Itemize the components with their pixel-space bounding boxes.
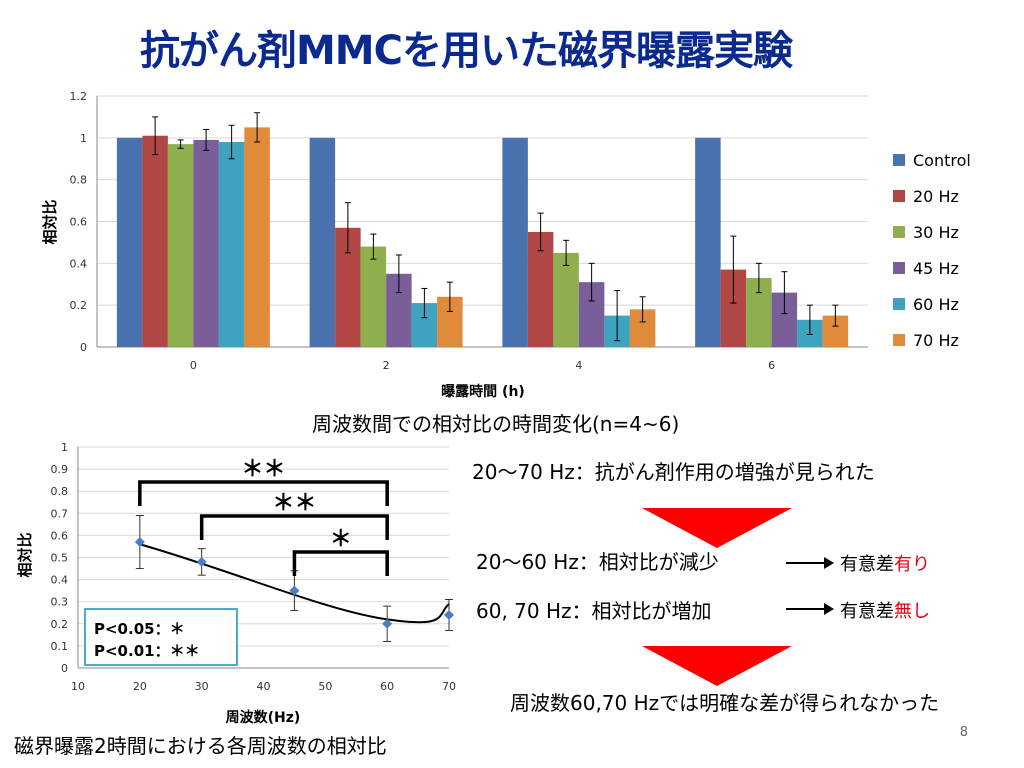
y-axis-label: 相対比 bbox=[41, 199, 59, 244]
y-tick-label: 0.8 bbox=[70, 174, 88, 187]
legend-swatch bbox=[893, 226, 905, 238]
legend-swatch bbox=[893, 334, 905, 346]
significance-bracket bbox=[199, 514, 389, 540]
statement-decrease: 20〜60 Hz：相対比が減少 bbox=[476, 550, 719, 574]
y-tick-label: 0.2 bbox=[70, 299, 88, 312]
y-tick-label: 0.7 bbox=[51, 507, 69, 520]
y-tick-label: 0.1 bbox=[51, 640, 69, 653]
bar bbox=[218, 142, 245, 347]
bar bbox=[142, 135, 168, 347]
y-tick-label: 0.4 bbox=[70, 257, 88, 270]
legend-swatch bbox=[893, 298, 905, 310]
significance-yes: 有意差有り bbox=[840, 554, 930, 575]
data-point bbox=[382, 618, 393, 629]
right-arrow-icon bbox=[786, 603, 834, 615]
trend-curve bbox=[139, 543, 450, 624]
x-tick-label: 40 bbox=[257, 680, 271, 693]
y-tick-label: 0.4 bbox=[51, 574, 69, 587]
bar bbox=[244, 127, 270, 347]
data-point bbox=[444, 609, 454, 620]
significance-no: 有意差無し bbox=[840, 601, 930, 622]
legend-label: 30 Hz bbox=[913, 223, 959, 242]
data-point bbox=[196, 556, 207, 567]
x-axis-label: 曝露時間 (h) bbox=[441, 383, 525, 400]
data-point bbox=[134, 537, 145, 548]
scatter-chart-caption: 磁界曝露2時間における各周波数の相対比 bbox=[14, 734, 387, 758]
significance-mark: ＊＊ bbox=[272, 491, 316, 516]
x-tick-label: 6 bbox=[768, 359, 775, 372]
y-tick-label: 1 bbox=[80, 132, 87, 145]
statement-no-difference: 周波数60,70 Hzでは明確な差が得られなかった bbox=[510, 691, 940, 715]
significance-mark: ＊ bbox=[330, 527, 352, 552]
x-tick-label: 20 bbox=[133, 680, 147, 693]
legend-swatch bbox=[893, 262, 905, 274]
y-tick-label: 0.6 bbox=[51, 529, 69, 542]
y-tick-label: 0.8 bbox=[51, 485, 69, 498]
statement-increase: 60, 70 Hz：相対比が増加 bbox=[476, 599, 712, 623]
y-tick-label: 0 bbox=[61, 662, 68, 675]
bar bbox=[167, 144, 194, 347]
x-tick-label: 30 bbox=[195, 680, 209, 693]
legend-label: 70 Hz bbox=[913, 331, 959, 350]
statement-enhancement: 20〜70 Hz：抗がん剤作用の増強が見られた bbox=[472, 460, 875, 484]
y-tick-label: 0.6 bbox=[70, 216, 88, 229]
significance-bracket bbox=[138, 480, 389, 506]
bar bbox=[116, 137, 143, 347]
x-tick-label: 70 bbox=[442, 680, 456, 693]
x-tick-label: 2 bbox=[383, 359, 390, 372]
bar bbox=[695, 137, 721, 347]
x-tick-label: 4 bbox=[575, 359, 582, 372]
y-tick-label: 0.3 bbox=[51, 596, 69, 609]
page-number: 8 bbox=[959, 725, 968, 740]
pvalue-line-1: P<0.05：＊ bbox=[94, 620, 185, 638]
legend-swatch bbox=[893, 190, 905, 202]
x-tick-label: 0 bbox=[190, 359, 197, 372]
y-tick-label: 1 bbox=[61, 441, 68, 454]
bar bbox=[553, 252, 579, 347]
bar-chart-caption: 周波数間での相対比の時間変化(n=4~6) bbox=[312, 412, 680, 436]
x-tick-label: 50 bbox=[318, 680, 332, 693]
significance-mark: ＊＊ bbox=[241, 457, 285, 482]
y-tick-label: 0.9 bbox=[51, 463, 69, 476]
pvalue-legend-box: P<0.05：＊ P<0.01：＊＊ bbox=[84, 608, 238, 666]
significance-bracket bbox=[292, 550, 389, 576]
right-arrow-icon bbox=[786, 557, 834, 569]
x-axis-label: 周波数(Hz) bbox=[226, 709, 301, 726]
bar-chart: 0 0.2 0.4 0.6 0.8 1 1.2 0 2 4 6 曝露時間 (h) 相対比 Control 2… bbox=[41, 90, 971, 400]
bar bbox=[502, 137, 528, 347]
down-arrow-icon bbox=[642, 646, 792, 686]
bar bbox=[309, 137, 336, 347]
down-arrow-icon bbox=[642, 508, 792, 548]
y-tick-label: 0.2 bbox=[51, 618, 69, 631]
legend-label: Control bbox=[913, 151, 971, 170]
legend-label: 45 Hz bbox=[913, 259, 959, 278]
y-tick-label: 0 bbox=[80, 341, 87, 354]
scatter-chart: 0 0.1 0.2 0.3 0.4 0.5 0.6 0.7 0.8 0.9 1 10 20 30 40 50 6… bbox=[16, 441, 456, 726]
bar bbox=[193, 139, 219, 347]
bar bbox=[360, 246, 387, 347]
legend-label: 20 Hz bbox=[913, 187, 959, 206]
data-point bbox=[289, 585, 300, 596]
x-tick-label: 10 bbox=[71, 680, 85, 693]
y-axis-label: 相対比 bbox=[16, 532, 34, 577]
y-tick-label: 0.5 bbox=[51, 552, 69, 565]
pvalue-line-2: P<0.01：＊＊ bbox=[94, 642, 200, 660]
legend-swatch bbox=[893, 154, 905, 166]
slide-title: 抗がん剤MMCを用いた磁界曝露実験 bbox=[140, 28, 793, 74]
legend-label: 60 Hz bbox=[913, 295, 959, 314]
y-tick-label: 1.2 bbox=[70, 90, 88, 103]
x-tick-label: 60 bbox=[380, 680, 394, 693]
